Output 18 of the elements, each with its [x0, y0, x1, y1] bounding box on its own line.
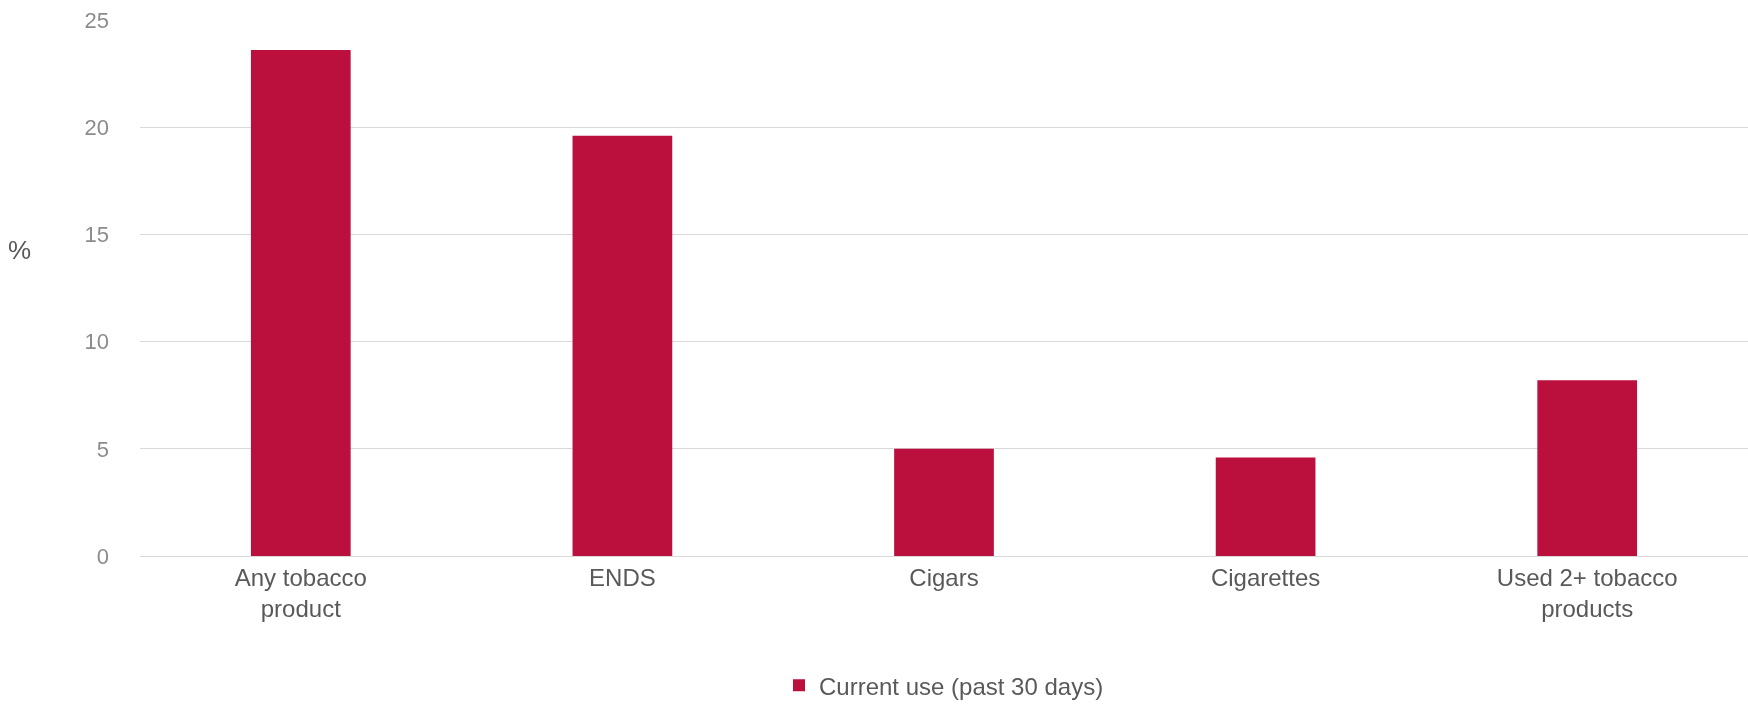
- y-tick-label: 15: [84, 222, 109, 248]
- x-tick-label: Cigars: [909, 563, 979, 591]
- x-tick-label: ENDS: [589, 563, 656, 591]
- bar: [894, 448, 994, 556]
- y-axis-title: %: [8, 235, 32, 265]
- y-tick-label: 25: [84, 7, 109, 33]
- y-tick-label: 20: [84, 114, 109, 140]
- legend-label: Current use (past 30 days): [819, 672, 1104, 700]
- bar: [572, 135, 673, 556]
- x-tick-label: Any tobacco product: [234, 563, 367, 622]
- x-tick-label: Cigarettes: [1210, 563, 1321, 591]
- y-tick-label: 10: [84, 329, 109, 355]
- y-tick-label: 5: [96, 436, 109, 462]
- x-tick-label: Used 2+ tobacco products: [1496, 563, 1678, 622]
- bar: [1537, 380, 1638, 556]
- bar: [250, 50, 351, 556]
- y-tick-label: 0: [96, 543, 109, 569]
- bar: [1215, 457, 1316, 556]
